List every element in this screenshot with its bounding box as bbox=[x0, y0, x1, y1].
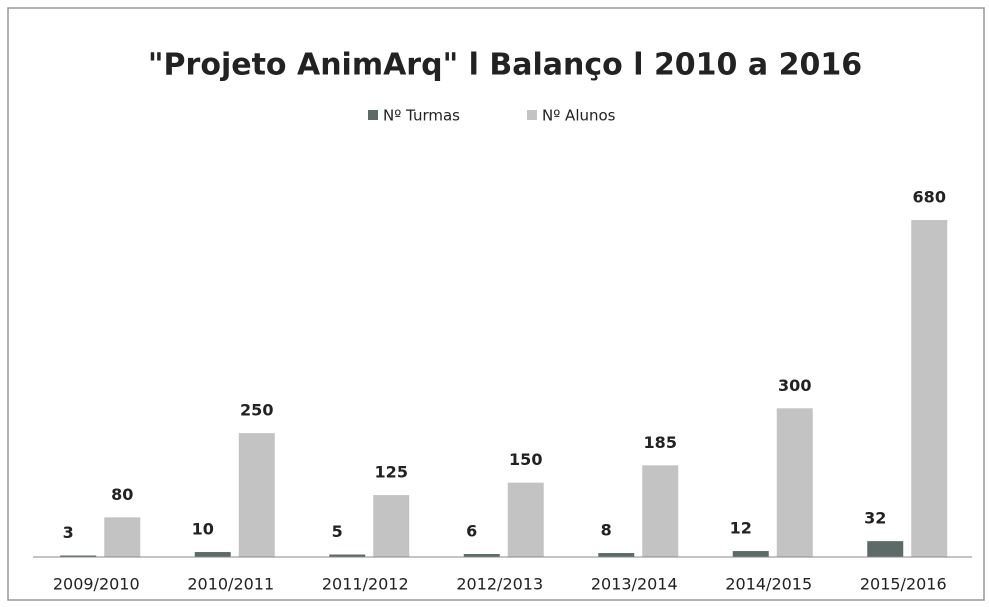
data-label: 300 bbox=[778, 376, 811, 395]
bar bbox=[463, 554, 500, 557]
bar bbox=[507, 482, 544, 557]
x-tick-label: 2014/2015 bbox=[725, 575, 812, 594]
bar bbox=[194, 552, 231, 557]
data-label: 5 bbox=[332, 522, 343, 541]
data-label: 12 bbox=[730, 519, 752, 538]
data-label: 10 bbox=[192, 520, 214, 539]
data-label: 150 bbox=[509, 450, 542, 469]
x-tick-label: 2012/2013 bbox=[456, 575, 543, 594]
bar bbox=[911, 220, 948, 557]
bar bbox=[642, 465, 679, 557]
data-label: 32 bbox=[864, 509, 886, 528]
data-label: 125 bbox=[375, 463, 408, 482]
bar bbox=[732, 551, 769, 557]
legend-label: Nº Alunos bbox=[542, 107, 616, 125]
bar bbox=[598, 553, 635, 557]
data-label: 3 bbox=[63, 523, 74, 542]
data-label: 680 bbox=[913, 188, 946, 207]
chart-frame bbox=[7, 7, 985, 601]
data-label: 6 bbox=[466, 522, 477, 541]
bar bbox=[373, 495, 410, 557]
bar bbox=[238, 433, 275, 557]
bar bbox=[60, 555, 97, 557]
bar bbox=[329, 554, 366, 557]
data-label: 185 bbox=[644, 433, 677, 452]
bar bbox=[776, 408, 813, 557]
data-label: 250 bbox=[240, 401, 273, 420]
data-label: 80 bbox=[111, 485, 133, 504]
x-tick-label: 2010/2011 bbox=[187, 575, 274, 594]
bar bbox=[867, 541, 904, 557]
x-tick-label: 2013/2014 bbox=[591, 575, 678, 594]
legend-label: Nº Turmas bbox=[383, 107, 460, 125]
x-tick-label: 2011/2012 bbox=[322, 575, 409, 594]
legend-swatch bbox=[368, 110, 378, 120]
data-label: 8 bbox=[601, 521, 612, 540]
bar bbox=[104, 517, 141, 557]
chart-title: "Projeto AnimArq" l Balanço l 2010 a 201… bbox=[148, 48, 862, 83]
x-tick-label: 2009/2010 bbox=[53, 575, 140, 594]
legend-swatch bbox=[527, 110, 537, 120]
x-tick-label: 2015/2016 bbox=[860, 575, 947, 594]
